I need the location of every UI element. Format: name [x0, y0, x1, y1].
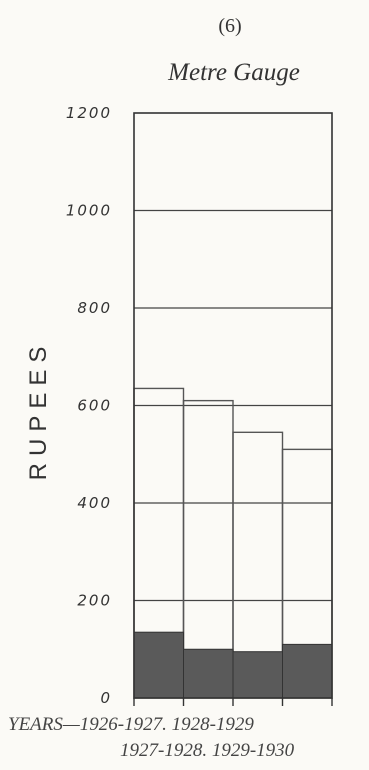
y-tick-labels: 0 200 400 600 800 1000 1200 — [66, 104, 112, 707]
y-tick-1200: 1200 — [66, 104, 112, 122]
chart-number: (6) — [218, 15, 241, 37]
y-tick-400: 400 — [77, 494, 112, 512]
bar-filled-4 — [282, 643, 333, 699]
y-axis-label: RUPEES — [25, 340, 52, 481]
bar-filled-1 — [133, 631, 184, 699]
chart-title: Metre Gauge — [167, 59, 300, 86]
bars — [133, 387, 333, 699]
bar-filled-2 — [183, 648, 234, 699]
y-tick-600: 600 — [77, 397, 112, 415]
y-tick-800: 800 — [77, 299, 112, 317]
x-axis-prefix: YEARS— — [8, 714, 80, 735]
x-axis-label-line2: 1927-1928. 1929-1930 — [120, 740, 295, 761]
y-tick-1000: 1000 — [66, 202, 112, 220]
bar-filled-3 — [232, 651, 283, 699]
y-tick-0: 0 — [100, 689, 112, 707]
x-ticks — [133, 698, 333, 706]
x-axis-label-line1: YEARS—1926-1927. 1928-1929 — [8, 714, 254, 735]
x-axis-years-line1: 1926-1927. 1928-1929 — [80, 714, 255, 735]
y-tick-200: 200 — [77, 592, 112, 610]
